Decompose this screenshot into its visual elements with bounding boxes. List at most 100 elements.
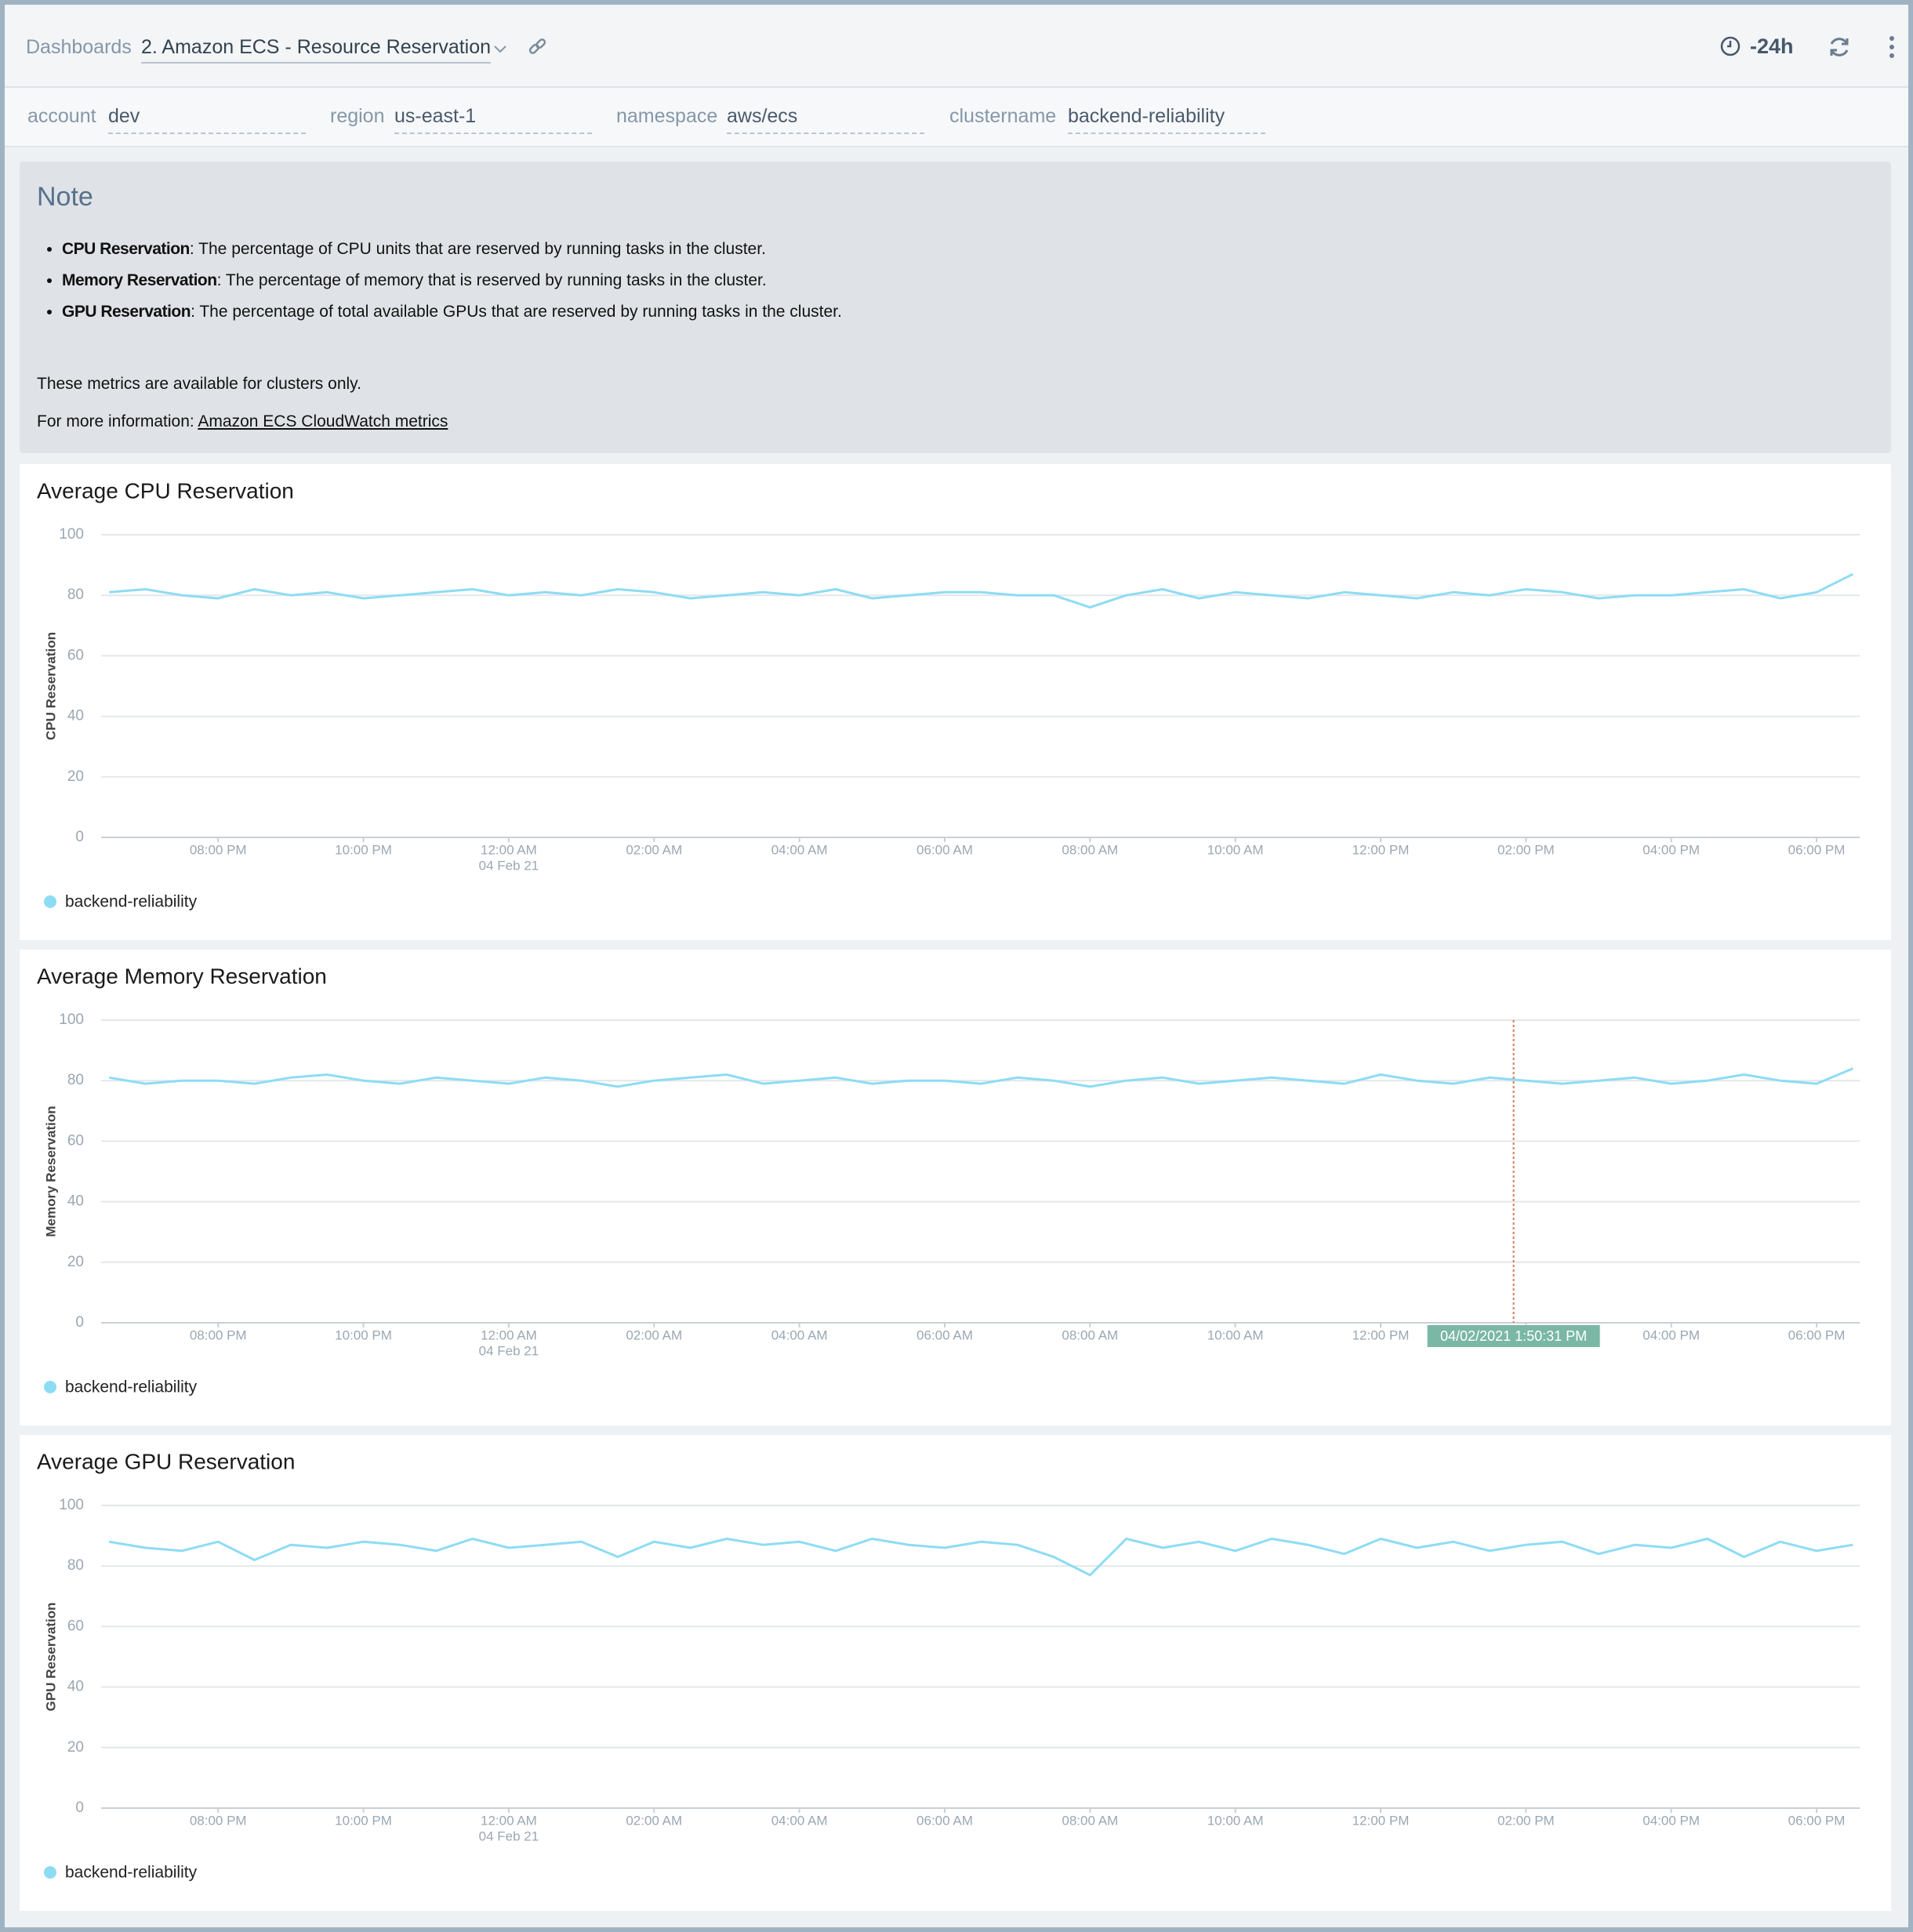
time-range[interactable]: -24h [1750,34,1794,59]
note-item: Memory Reservation: The percentage of me… [62,271,842,290]
note-panel: Note CPU Reservation: The percentage of … [20,162,1891,453]
x-date-label: 04 Feb 21 [479,858,539,873]
y-tick-label: 80 [67,1072,84,1088]
x-tick-label: 12:00 PM [1352,1327,1410,1342]
docs-link[interactable]: Amazon ECS CloudWatch metrics [198,412,448,430]
x-tick-label: 04:00 AM [771,1813,828,1828]
series-line [109,574,1853,607]
filter-value[interactable]: backend-reliability [1068,105,1265,134]
dashboard-selector[interactable]: 2. Amazon ECS - Resource Reservation [141,36,491,64]
y-tick-label: 100 [59,526,84,543]
y-tick-label: 100 [59,1011,84,1028]
series-line [109,1539,1853,1575]
x-tick-label: 12:00 PM [1352,1813,1410,1828]
y-tick-label: 100 [59,1497,84,1513]
x-tick-label: 10:00 PM [335,1327,392,1342]
chart: Average CPU Reservation020406080100CPU R… [20,464,1891,940]
x-tick-label: 06:00 PM [1788,1813,1846,1828]
x-tick-label: 12:00 PM [1352,842,1410,857]
note-link-line: For more information: Amazon ECS CloudWa… [37,412,448,431]
menu-icon[interactable] [1886,34,1897,61]
definition: : The percentage of CPU units that are r… [190,240,766,258]
x-tick-label: 04:00 AM [771,842,828,857]
y-axis-title: GPU Reservation [43,1603,58,1712]
y-tick-label: 0 [75,829,84,845]
chart-panel: Average GPU Reservation020406080100GPU R… [20,1435,1891,1911]
x-tick-label: 12:00 AM [481,1327,537,1342]
x-tick-label: 08:00 PM [190,842,247,857]
x-tick-label: 04:00 AM [771,1327,828,1342]
note-item: CPU Reservation: The percentage of CPU u… [62,240,842,259]
x-tick-label: 08:00 PM [190,1813,247,1828]
chart-title: Average Memory Reservation [37,964,327,988]
y-tick-label: 20 [67,1739,84,1756]
series-line [109,1069,1853,1087]
filter-label: region [330,105,385,128]
filter-bar: accountdevregionus-east-1namespaceaws/ec… [5,88,1908,147]
y-axis-title: Memory Reservation [43,1106,58,1237]
x-tick-label: 12:00 AM [481,842,537,857]
note-list: CPU Reservation: The percentage of CPU u… [37,240,842,334]
y-tick-label: 40 [67,1679,84,1695]
filter-label: namespace [616,105,717,128]
y-tick-label: 80 [67,1557,84,1574]
y-tick-label: 60 [67,647,84,663]
cursor-label: 04/02/2021 1:50:31 PM [1440,1328,1587,1344]
y-tick-label: 80 [67,586,84,603]
chart-title: Average GPU Reservation [37,1449,295,1473]
chart: Average Memory Reservation020406080100Me… [20,950,1891,1425]
x-tick-label: 04:00 PM [1643,1813,1700,1828]
chart: Average GPU Reservation020406080100GPU R… [20,1435,1891,1911]
x-date-label: 04 Feb 21 [479,1343,539,1358]
x-tick-label: 08:00 PM [190,1327,247,1342]
term: CPU Reservation [62,240,190,258]
x-tick-label: 08:00 AM [1062,1327,1118,1342]
filter-label: clustername [949,105,1056,128]
filter-value[interactable]: us-east-1 [394,105,592,134]
y-tick-label: 20 [67,768,84,785]
chart-panel: Average CPU Reservation020406080100CPU R… [20,464,1891,940]
breadcrumb[interactable]: Dashboards [26,36,132,59]
filter-value[interactable]: dev [108,105,306,134]
filter-value[interactable]: aws/ecs [727,105,924,134]
term: GPU Reservation [62,303,191,321]
x-tick-label: 06:00 PM [1788,842,1846,857]
y-tick-label: 60 [67,1132,84,1149]
x-tick-label: 08:00 AM [1062,1813,1118,1828]
x-tick-label: 10:00 PM [335,842,392,857]
refresh-icon[interactable] [1827,34,1852,60]
link-prefix: For more information: [37,412,198,430]
x-tick-label: 10:00 AM [1207,1327,1264,1342]
x-tick-label: 10:00 AM [1207,842,1264,857]
x-date-label: 04 Feb 21 [479,1828,539,1843]
x-tick-label: 10:00 AM [1207,1813,1264,1828]
x-tick-label: 10:00 PM [335,1813,392,1828]
x-tick-label: 06:00 PM [1788,1327,1846,1342]
x-tick-label: 02:00 PM [1497,842,1555,857]
x-tick-label: 06:00 AM [917,1813,973,1828]
y-tick-label: 40 [67,708,84,724]
definition: : The percentage of memory that is reser… [217,271,767,289]
note-title: Note [37,182,93,212]
x-tick-label: 06:00 AM [917,1327,973,1342]
y-tick-label: 60 [67,1618,84,1634]
legend-label: backend-reliability [65,1378,198,1396]
link-icon[interactable] [527,36,549,58]
header: Dashboards 2. Amazon ECS - Resource Rese… [5,5,1908,88]
dropdown-caret[interactable] [492,44,508,55]
chart-title: Average CPU Reservation [37,478,294,503]
x-tick-label: 02:00 AM [626,1813,682,1828]
x-tick-label: 04:00 PM [1643,1327,1700,1342]
legend-marker [44,895,56,908]
x-tick-label: 04:00 PM [1643,842,1700,857]
x-tick-label: 08:00 AM [1062,842,1118,857]
x-tick-label: 12:00 AM [481,1813,537,1828]
definition: : The percentage of total available GPUs… [191,303,842,321]
legend-marker [44,1381,56,1393]
clock-icon[interactable] [1719,34,1742,58]
x-tick-label: 02:00 PM [1497,1813,1555,1828]
y-tick-label: 0 [75,1314,84,1331]
note-item: GPU Reservation: The percentage of total… [62,303,842,321]
note-paragraph: These metrics are available for clusters… [37,375,361,394]
x-tick-label: 02:00 AM [626,1327,682,1342]
